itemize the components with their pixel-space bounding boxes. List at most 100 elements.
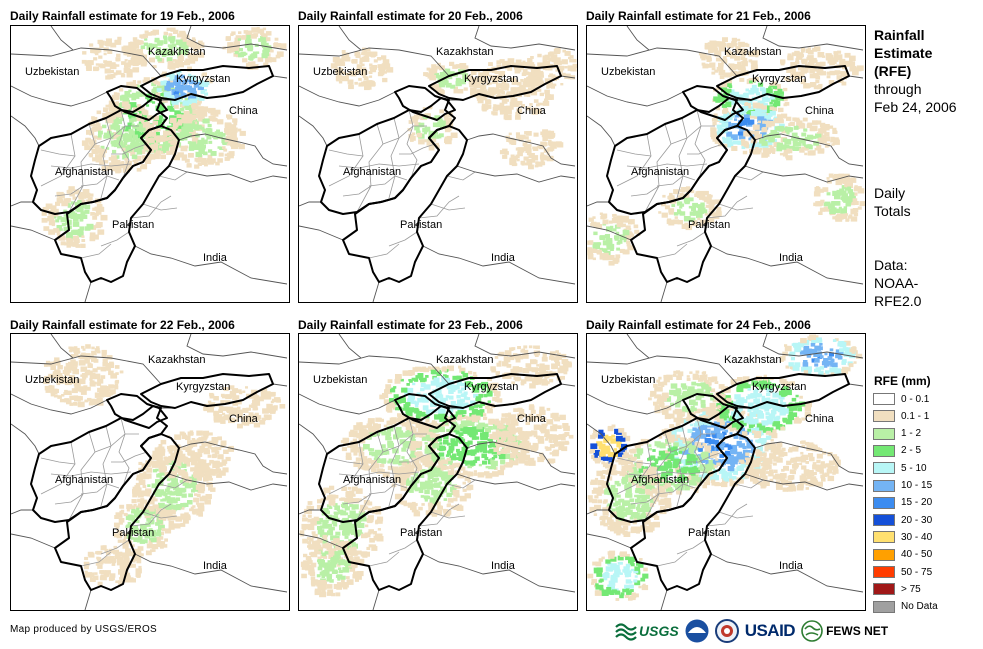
legend-swatch <box>873 393 895 405</box>
place-label-pakistan: Pakistan <box>400 527 443 539</box>
place-label-kyrgyzstan: Kyrgyzstan <box>752 73 807 85</box>
country-borders <box>587 26 864 302</box>
place-label-kazakhstan: Kazakhstan <box>148 354 206 366</box>
legend-item: 1 - 2 <box>873 426 921 442</box>
place-label-uzbekistan: Uzbekistan <box>313 374 368 386</box>
logo-strip: USGS USAID FEWS NET <box>615 618 888 644</box>
legend-label: 15 - 20 <box>901 497 933 509</box>
panel-title-2: Daily Rainfall estimate for 20 Feb., 200… <box>298 9 523 23</box>
place-label-afghanistan: Afghanistan <box>631 474 690 486</box>
rainfall-cells <box>587 334 863 601</box>
province-boundaries <box>328 417 476 567</box>
panel-title-1: Daily Rainfall estimate for 19 Feb., 200… <box>10 9 235 23</box>
noaa-logo-icon <box>685 619 709 643</box>
legend-swatch <box>873 410 895 423</box>
place-label-pakistan: Pakistan <box>112 527 155 539</box>
place-label-afghanistan: Afghanistan <box>631 166 690 178</box>
legend-swatch <box>873 566 895 578</box>
fewsnet-globe-icon <box>801 620 823 642</box>
legend-item: 2 - 5 <box>873 443 921 459</box>
place-label-kyrgyzstan: Kyrgyzstan <box>176 73 231 85</box>
legend-label: No Data <box>901 601 938 613</box>
place-label-pakistan: Pakistan <box>400 219 443 231</box>
panel-title-5: Daily Rainfall estimate for 23 Feb., 200… <box>298 318 523 332</box>
legend-label: 0.1 - 1 <box>901 410 930 422</box>
legend-swatch <box>873 479 895 492</box>
side-daily-line2: Totals <box>874 203 911 219</box>
usgs-logo: USGS <box>615 621 679 641</box>
side-daily: Daily Totals <box>874 184 911 220</box>
rainfall-map <box>11 26 288 302</box>
focus-country-outlines <box>318 373 562 591</box>
side-title: Rainfall Estimate (RFE) through Feb 24, … <box>874 26 957 116</box>
legend-item: 0 - 0.1 <box>873 391 929 407</box>
panel-title-4: Daily Rainfall estimate for 22 Feb., 200… <box>10 318 235 332</box>
place-label-india: India <box>491 252 515 264</box>
place-label-india: India <box>203 560 227 572</box>
province-boundaries <box>40 417 188 567</box>
province-boundaries <box>40 109 188 259</box>
legend-label: > 75 <box>901 583 921 595</box>
place-label-china: China <box>517 413 546 425</box>
credit-text: Map produced by USGS/EROS <box>10 624 158 635</box>
place-label-afghanistan: Afghanistan <box>343 166 402 178</box>
place-label-india: India <box>203 252 227 264</box>
legend-label: 50 - 75 <box>901 566 933 578</box>
place-label-afghanistan: Afghanistan <box>343 474 402 486</box>
side-through-line1: through <box>874 81 922 97</box>
usgs-logo-text: USGS <box>639 623 679 639</box>
place-label-kazakhstan: Kazakhstan <box>436 46 494 58</box>
province-boundaries <box>328 109 476 259</box>
side-through-line2: Feb 24, 2006 <box>874 99 957 115</box>
side-data-line3: RFE2.0 <box>874 293 922 309</box>
place-label-kyrgyzstan: Kyrgyzstan <box>464 73 519 85</box>
legend-swatch <box>873 548 895 561</box>
legend-item: 50 - 75 <box>873 564 932 580</box>
legend-swatch <box>873 531 895 544</box>
focus-country-outlines <box>606 373 850 591</box>
usaid-logo-text: USAID <box>744 621 796 640</box>
panel-title-6: Daily Rainfall estimate for 24 Feb., 200… <box>586 318 811 332</box>
place-label-kazakhstan: Kazakhstan <box>436 354 494 366</box>
place-label-afghanistan: Afghanistan <box>55 166 114 178</box>
place-label-india: India <box>779 252 803 264</box>
legend-item: No Data <box>873 599 938 615</box>
legend-swatch <box>873 462 895 475</box>
place-label-china: China <box>517 105 546 117</box>
rainfall-map <box>587 334 864 610</box>
side-data-line1: Data: <box>874 257 908 273</box>
province-boundaries <box>616 109 764 259</box>
usgs-wave-icon <box>615 623 637 641</box>
side-daily-line1: Daily <box>874 185 906 201</box>
place-label-uzbekistan: Uzbekistan <box>25 374 80 386</box>
map-panel-1: Kazakhstan Uzbekistan Kyrgyzstan China Afgha… <box>10 25 290 303</box>
legend-label: 0 - 0.1 <box>901 393 930 405</box>
legend-label: 20 - 30 <box>901 514 933 526</box>
legend-item: > 75 <box>873 581 921 597</box>
side-title-line3: (RFE) <box>874 63 912 79</box>
legend-swatch <box>873 496 895 509</box>
legend-item: 5 - 10 <box>873 460 927 476</box>
place-label-kyrgyzstan: Kyrgyzstan <box>176 381 231 393</box>
place-label-china: China <box>805 105 834 117</box>
map-panel-6: Kazakhstan Uzbekistan Kyrgyzstan China Afgha… <box>586 333 866 611</box>
side-title-line1: Rainfall <box>874 27 925 43</box>
focus-country-outlines <box>30 373 274 591</box>
fewsnet-logo: FEWS NET <box>801 620 888 642</box>
legend-label: 1 - 2 <box>901 428 922 440</box>
side-title-line2: Estimate <box>874 45 933 61</box>
map-panel-2: Kazakhstan Uzbekistan Kyrgyzstan China Afgha… <box>298 25 578 303</box>
place-label-kyrgyzstan: Kyrgyzstan <box>464 381 519 393</box>
map-panel-4: Kazakhstan Uzbekistan Kyrgyzstan China Afgha… <box>10 333 290 611</box>
state-dept-seal-icon <box>714 619 739 643</box>
place-label-uzbekistan: Uzbekistan <box>25 66 80 78</box>
legend-item: 10 - 15 <box>873 478 932 494</box>
rainfall-map <box>11 334 288 610</box>
fewsnet-logo-text: FEWS NET <box>826 624 889 638</box>
legend-item: 20 - 30 <box>873 512 932 528</box>
legend-item: 40 - 50 <box>873 547 932 563</box>
rainfall-map <box>299 26 577 302</box>
rainfall-map <box>587 26 865 302</box>
map-panel-5: Kazakhstan Uzbekistan Kyrgyzstan China Afgha… <box>298 333 578 611</box>
side-data: Data: NOAA- RFE2.0 <box>874 256 921 310</box>
